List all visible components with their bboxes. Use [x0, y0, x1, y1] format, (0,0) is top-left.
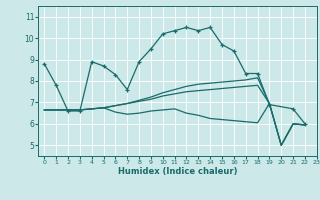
X-axis label: Humidex (Indice chaleur): Humidex (Indice chaleur): [118, 167, 237, 176]
